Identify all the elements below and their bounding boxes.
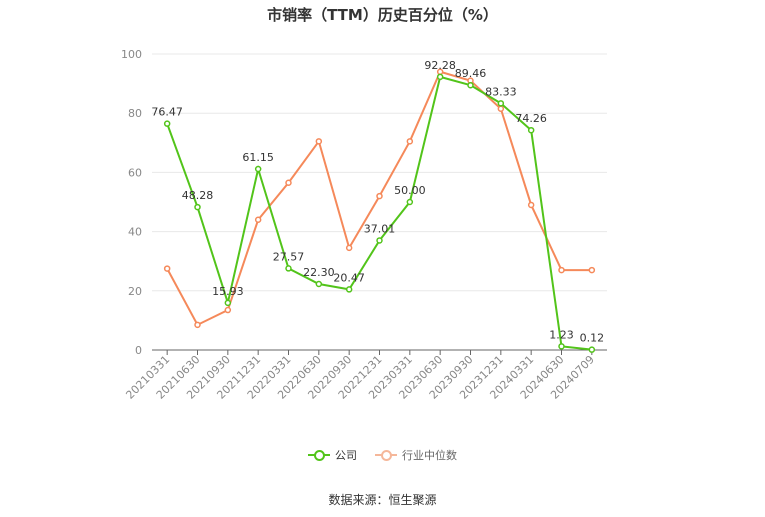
industry-median-data-point <box>315 138 323 145</box>
data-label: 92.28 <box>424 59 456 72</box>
industry-median-data-point <box>527 201 535 209</box>
chart-title: 市销率（TTM）历史百分位（%） <box>267 6 498 24</box>
y-tick-label: 0 <box>135 344 142 357</box>
legend-label-industry-median: 行业中位数 <box>402 449 457 462</box>
industry-median-data-point <box>163 265 171 272</box>
data-label: 89.46 <box>455 67 487 80</box>
company-data-point <box>345 286 353 293</box>
industry-median-data-point <box>558 266 565 274</box>
data-label: 0.12 <box>580 332 605 345</box>
data-label: 76.47 <box>151 106 183 119</box>
legend-item-industry-median[interactable]: 行业中位数 <box>375 447 457 463</box>
data-label: 83.33 <box>485 85 517 98</box>
industry-median-data-point <box>285 179 292 187</box>
line-chart: 0204060801002021033120210630202109302021… <box>121 48 607 402</box>
data-label: 27.57 <box>273 250 305 263</box>
legend-item-company[interactable]: 公司 <box>308 447 357 463</box>
company-data-point <box>406 198 414 206</box>
industry-median-data-point <box>254 216 262 224</box>
company-data-point <box>285 265 292 272</box>
company-data-point <box>315 280 323 288</box>
data-label: 37.01 <box>364 222 396 235</box>
company-data-point <box>194 203 201 211</box>
grid-layer <box>152 53 607 292</box>
data-label: 74.26 <box>515 112 547 125</box>
data-label: 1.23 <box>549 328 574 341</box>
company-data-point <box>436 73 444 81</box>
y-tick-label: 80 <box>128 107 142 120</box>
data-label: 20.47 <box>333 271 365 284</box>
company-data-point <box>224 299 232 307</box>
company-data-point <box>376 237 383 244</box>
y-tick-label: 20 <box>128 285 142 298</box>
y-tick-label: 40 <box>128 226 142 239</box>
industry-median-data-point <box>588 266 596 274</box>
company-data-point <box>497 100 505 107</box>
data-label: 50.00 <box>394 184 426 197</box>
y-tick-label: 60 <box>128 166 142 179</box>
company-data-point <box>588 346 596 353</box>
company-data-point <box>467 81 474 89</box>
industry-median-data-point <box>194 321 201 329</box>
source-note: 数据来源：恒生聚源 <box>328 493 437 507</box>
industry-median-data-point <box>497 105 505 113</box>
series-layer <box>163 68 596 353</box>
industry-median-data-point <box>406 138 414 145</box>
industry-median-data-point <box>345 244 353 252</box>
y-tick-label: 100 <box>121 48 142 61</box>
industry-median-data-point <box>224 306 232 314</box>
legend-label-company: 公司 <box>335 449 357 462</box>
company-data-point <box>163 120 171 127</box>
legend-line-icon <box>375 449 397 461</box>
data-label: 22.30 <box>303 266 335 279</box>
legend-line-icon <box>308 449 330 461</box>
data-label: 61.15 <box>242 151 274 164</box>
data-label: 48.28 <box>182 189 214 202</box>
company-data-point <box>558 343 565 350</box>
industry-median-data-point <box>376 192 383 200</box>
data-label: 15.93 <box>212 285 244 298</box>
company-data-point <box>527 126 535 134</box>
company-data-point <box>254 165 262 173</box>
legend: 公司 行业中位数 <box>0 447 765 463</box>
